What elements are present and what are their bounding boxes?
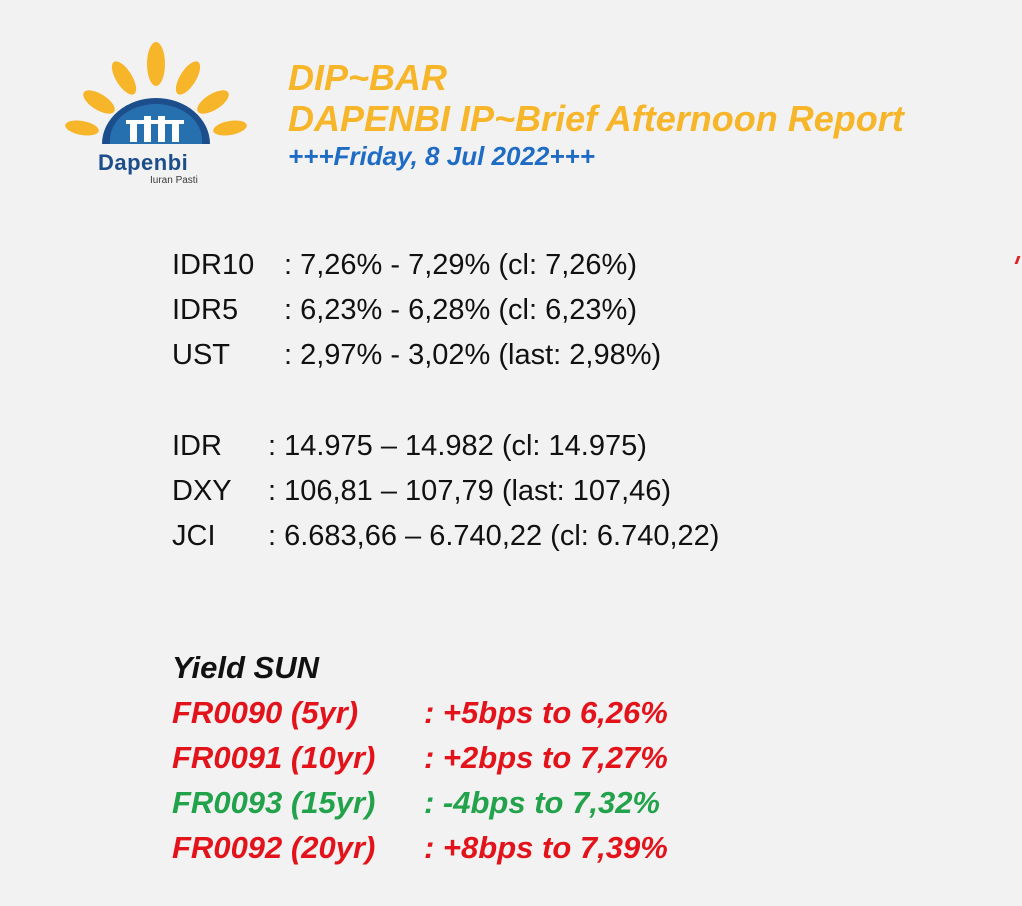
market-value: : 106,81 – 107,79 (last: 107,46) — [268, 475, 672, 507]
market-value: : 6.683,66 – 6.740,22 (cl: 6.740,22) — [268, 520, 720, 552]
market-label: DXY — [172, 475, 232, 507]
report-date: +++Friday, 8 Jul 2022+++ — [288, 141, 595, 171]
bond-yields-block: IDR10 : 7,26% - 7,29% (cl: 7,26%) IDR5 : 6… — [172, 243, 661, 378]
yield-value: : 2,97% - 3,02% (last: 2,98%) — [284, 339, 662, 371]
market-label: IDR — [172, 430, 222, 462]
market-row-dxy: DXY : 106,81 – 107,79 (last: 107,46) — [172, 469, 719, 514]
brand-title: DIP~BAR — [288, 57, 448, 98]
market-value: : 14.975 – 14.982 (cl: 14.975) — [268, 430, 647, 462]
sun-bond: FR0092 (20yr) — [172, 830, 376, 865]
sun-change: : +2bps to 7,27% — [424, 740, 668, 775]
sun-bond: FR0090 (5yr) — [172, 695, 359, 730]
sun-bond: FR0091 (10yr) — [172, 740, 376, 775]
report-header: DIP~BAR DAPENBI IP~Brief Afternoon Repor… — [288, 58, 904, 172]
yield-sun-title: Yield SUN — [172, 650, 319, 685]
market-label: JCI — [172, 520, 216, 552]
report-title: DAPENBI IP~Brief Afternoon Report — [288, 98, 904, 139]
yield-sun-block: Yield SUN FR0090 (5yr) : +5bps to 6,26% F… — [172, 646, 668, 870]
logo-tagline: Iuran Pasti — [150, 175, 198, 186]
dapenbi-logo: Dapenbi Iuran Pasti — [56, 36, 256, 188]
yield-row-ust: UST : 2,97% - 3,02% (last: 2,98%) — [172, 333, 661, 378]
sun-change: : +8bps to 7,39% — [424, 830, 668, 865]
sun-row: FR0091 (10yr) : +2bps to 7,27% — [172, 735, 668, 780]
yield-row-idr5: IDR5 : 6,23% - 6,28% (cl: 6,23%) — [172, 288, 661, 333]
markets-block: IDR : 14.975 – 14.982 (cl: 14.975) DXY : 1… — [172, 424, 719, 559]
market-row-jci: JCI : 6.683,66 – 6.740,22 (cl: 6.740,22) — [172, 514, 719, 559]
yield-label: UST — [172, 339, 230, 371]
sun-bond: FR0093 (15yr) — [172, 785, 376, 820]
sun-change: : +5bps to 6,26% — [424, 695, 668, 730]
sun-petals-icon — [65, 42, 247, 144]
sun-row: FR0092 (20yr) : +8bps to 7,39% — [172, 825, 668, 870]
yield-label: IDR5 — [172, 294, 239, 326]
logo-name: Dapenbi — [98, 150, 189, 175]
yield-value: : 6,23% - 6,28% (cl: 6,23%) — [284, 294, 637, 326]
yield-row-idr10: IDR10 : 7,26% - 7,29% (cl: 7,26%) — [172, 243, 661, 288]
sun-row: FR0090 (5yr) : +5bps to 6,26% — [172, 690, 668, 735]
market-row-idr: IDR : 14.975 – 14.982 (cl: 14.975) — [172, 424, 719, 469]
sun-row: FR0093 (15yr) : -4bps to 7,32% — [172, 780, 668, 825]
edge-mark — [1014, 256, 1021, 264]
yield-value: : 7,26% - 7,29% (cl: 7,26%) — [284, 249, 637, 281]
yield-label: IDR10 — [172, 249, 255, 281]
sun-change: : -4bps to 7,32% — [424, 785, 660, 820]
